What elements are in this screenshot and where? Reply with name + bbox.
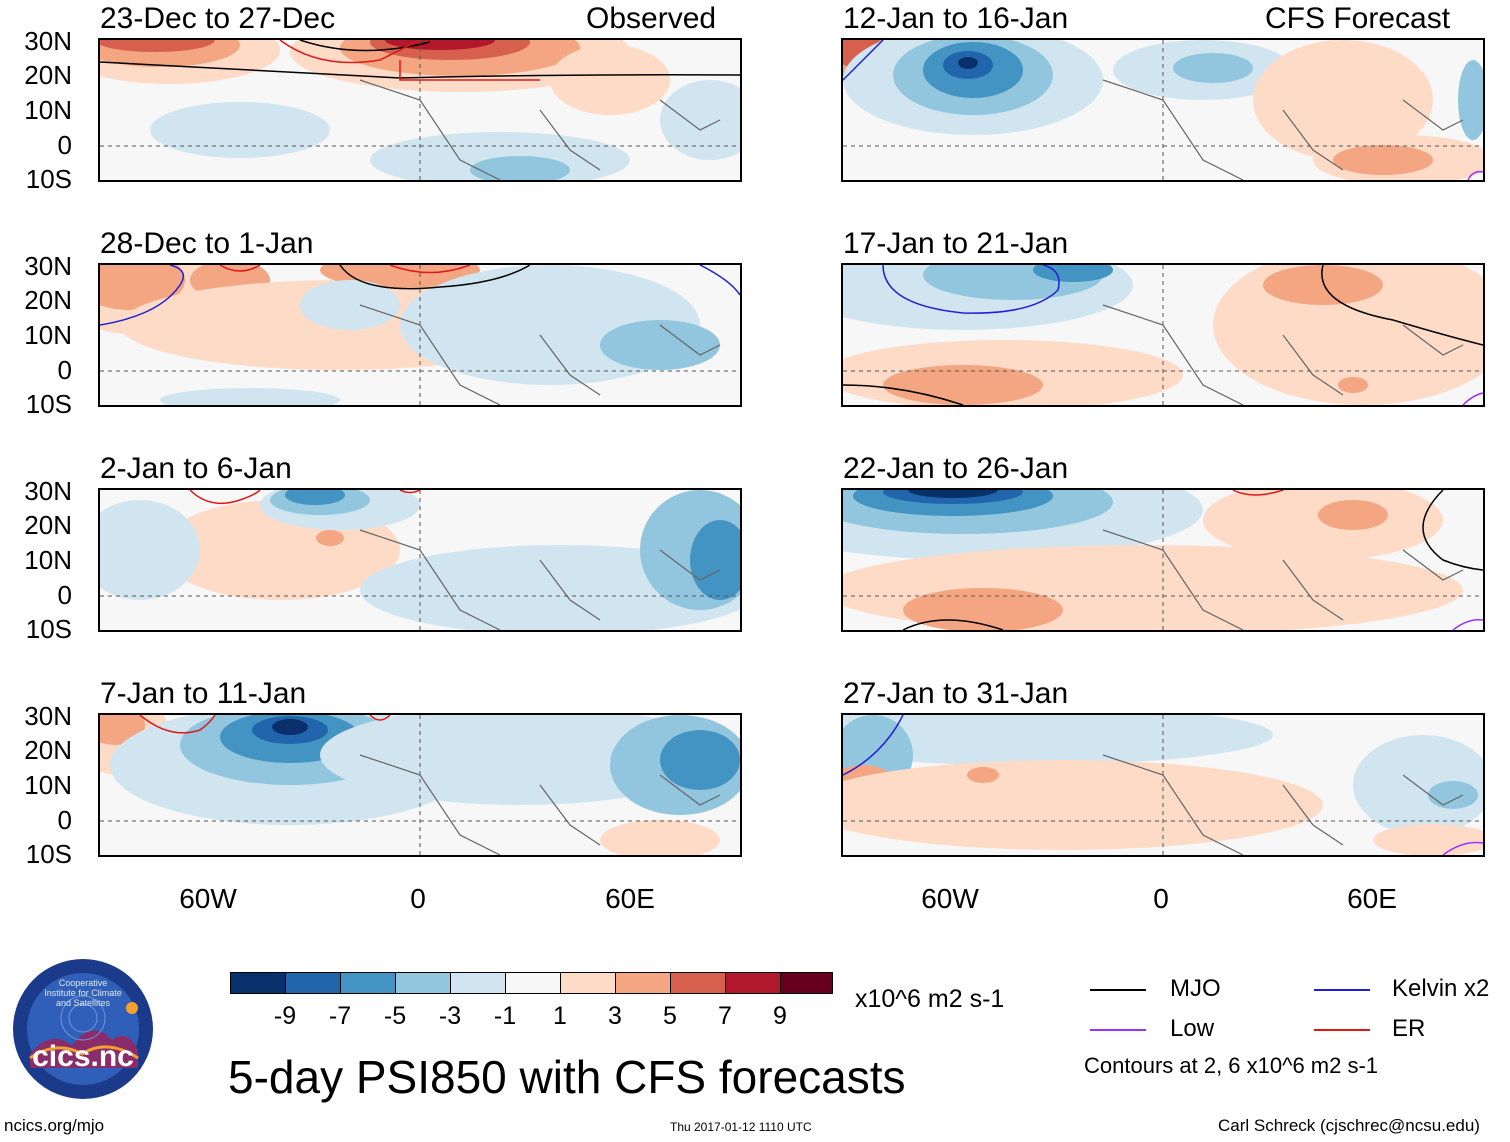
lat-label: 10N — [24, 95, 72, 125]
logo-text: cics.nc — [32, 1040, 134, 1073]
colorbar-tick: -3 — [438, 1002, 462, 1030]
colorbar-swatch — [285, 972, 341, 994]
colorbar-swatch — [230, 972, 286, 994]
lat-label: 10N — [24, 545, 72, 575]
lat-label: 20N — [24, 735, 72, 765]
colorbar-tick: 3 — [608, 1002, 622, 1030]
lat-label: 0 — [57, 580, 72, 610]
map-panel — [841, 38, 1485, 182]
colorbar-tick: -7 — [328, 1002, 352, 1030]
panel-title: 23-Dec to 27-Dec — [100, 2, 336, 35]
panel-title: 2-Jan to 6-Jan — [100, 452, 292, 485]
map-panel — [841, 263, 1485, 407]
map-panel — [98, 488, 742, 632]
lat-label: 10S — [25, 164, 72, 194]
legend-line-low — [1090, 1029, 1146, 1031]
map-panel — [98, 713, 742, 857]
colorbar-swatch — [560, 972, 616, 994]
lon-label: 60W — [179, 883, 237, 914]
lat-label: 30N — [24, 26, 72, 56]
map-panel — [841, 488, 1485, 632]
lat-label: 30N — [24, 251, 72, 281]
colorbar-swatch — [450, 972, 506, 994]
colorbar-tick: 1 — [553, 1002, 567, 1030]
lat-label: 10N — [24, 770, 72, 800]
panel-label-forecast: CFS Forecast — [1265, 2, 1451, 35]
panel-title: 27-Jan to 31-Jan — [843, 677, 1069, 710]
lat-label: 0 — [57, 130, 72, 160]
lat-label: 20N — [24, 510, 72, 540]
lat-label: 20N — [24, 285, 72, 315]
panel-title: 17-Jan to 21-Jan — [843, 227, 1069, 260]
lat-label: 10S — [25, 614, 72, 644]
colorbar-tick: -5 — [383, 1002, 407, 1030]
colorbar-tick: 7 — [718, 1002, 732, 1030]
legend-label: Kelvin x2 — [1392, 975, 1490, 1002]
legend-line-mjo — [1090, 989, 1146, 991]
footer-author: Carl Schreck (cjschrec@ncsu.edu) — [1218, 1116, 1480, 1135]
footer-url[interactable]: ncics.org/mjo — [4, 1116, 105, 1135]
cics-logo: Cooperative Institute for Climate and Sa… — [12, 958, 154, 1100]
lat-label: 0 — [57, 355, 72, 385]
lat-label: 20N — [24, 60, 72, 90]
colorbar-tick: 9 — [773, 1002, 787, 1030]
panel-title: 12-Jan to 16-Jan — [843, 2, 1069, 35]
colorbar-swatch — [395, 972, 451, 994]
panel-title: 28-Dec to 1-Jan — [100, 227, 314, 260]
contours-note: Contours at 2, 6 x10^6 m2 s-1 — [1084, 1053, 1379, 1078]
legend-label: MJO — [1170, 975, 1221, 1002]
panel-title: 7-Jan to 11-Jan — [100, 677, 307, 710]
lon-label: 0 — [1153, 883, 1169, 914]
lat-label: 0 — [57, 805, 72, 835]
lon-label: 60W — [921, 883, 979, 914]
lat-label: 30N — [24, 476, 72, 506]
panel-label-observed: Observed — [586, 2, 717, 35]
colorbar-swatch — [340, 972, 396, 994]
figure-title: 5-day PSI850 with CFS forecasts — [228, 1051, 906, 1103]
map-panel — [841, 713, 1485, 857]
colorbar-tick: -1 — [493, 1002, 517, 1030]
lon-label: 60E — [605, 883, 655, 914]
lon-label: 0 — [410, 883, 426, 914]
colorbar-tick: 5 — [663, 1002, 677, 1030]
colorbar-tick: -9 — [273, 1002, 297, 1030]
legend-line-er — [1314, 1029, 1370, 1031]
map-panel — [98, 38, 742, 182]
legend-line-kelvin — [1314, 989, 1370, 991]
footer-timestamp: Thu 2017-01-12 1110 UTC — [670, 1120, 812, 1134]
logo-ring-text: Cooperative Institute for Climate and Sa… — [44, 978, 122, 1008]
colorbar-swatch — [670, 972, 726, 994]
legend-label: ER — [1392, 1015, 1426, 1042]
colorbar-swatch — [615, 972, 671, 994]
lon-label: 60E — [1347, 883, 1397, 914]
colorbar-unit: x10^6 m2 s-1 — [855, 985, 1005, 1013]
panel-title: 22-Jan to 26-Jan — [843, 452, 1069, 485]
lat-label: 10S — [25, 839, 72, 869]
lat-label: 10N — [24, 320, 72, 350]
colorbar-swatch — [505, 972, 561, 994]
map-panel — [98, 263, 742, 407]
colorbar-swatch — [780, 972, 833, 994]
legend-label: Low — [1170, 1015, 1215, 1042]
lat-label: 30N — [24, 701, 72, 731]
colorbar-swatch — [725, 972, 781, 994]
lat-label: 10S — [25, 389, 72, 419]
